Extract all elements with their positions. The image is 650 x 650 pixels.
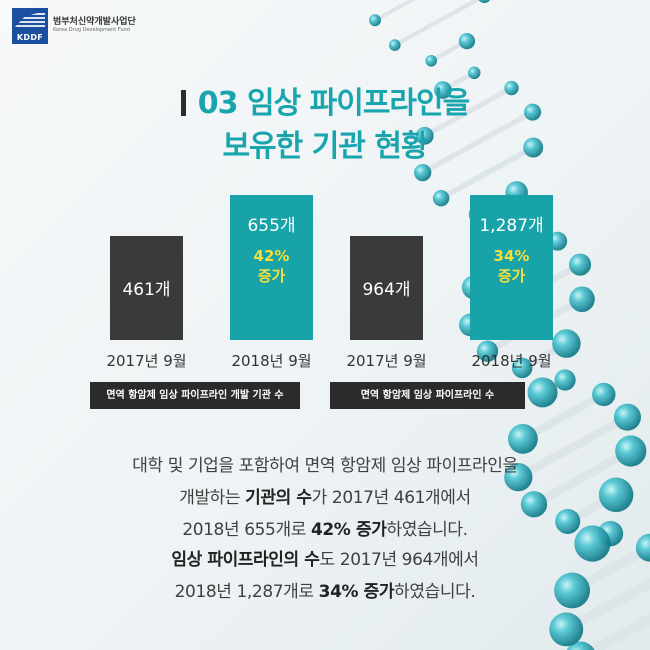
- dna-bead: [520, 491, 548, 518]
- dna-rung: [529, 446, 636, 509]
- dna-bead: [415, 126, 434, 145]
- dna-rung: [422, 85, 515, 139]
- bar-value-label: 964개: [362, 280, 411, 301]
- increase-percent-label: 34%: [493, 247, 530, 265]
- dna-bead: [414, 163, 432, 182]
- title-marker: [180, 90, 186, 116]
- summary-line: 임상 파이프라인의 수도 2017년 964개에서: [171, 550, 479, 570]
- dna-rung: [438, 144, 537, 202]
- dna-bead: [369, 14, 381, 27]
- logo-abbr: KDDF: [16, 33, 44, 42]
- dna-bead: [507, 423, 538, 454]
- logo-name: 범부처신약개발사업단: [53, 17, 136, 28]
- dna-bead: [552, 329, 581, 358]
- bar-2017-1: 461개: [110, 235, 183, 340]
- summary-emphasis: 42% 증가: [310, 520, 387, 540]
- summary-emphasis: 기관의 수: [245, 488, 312, 508]
- x-tick-label: 2018년 9월: [231, 352, 312, 370]
- dna-bead: [425, 54, 438, 67]
- dna-bead: [598, 477, 634, 513]
- dna-rung: [514, 412, 632, 482]
- dna-bead: [549, 612, 584, 647]
- kddf-logo: KDDF 범부처신약개발사업단 Korea Drug Development F…: [12, 8, 136, 44]
- summary-line: 2018년 655개로 42% 증가하였습니다.: [182, 520, 468, 540]
- dna-bead: [555, 508, 581, 534]
- logo-subtitle: Korea Drug Development Fund: [53, 27, 130, 34]
- title-text-line1: 03 임상 파이프라인을: [197, 86, 470, 121]
- kddf-logo-mark: KDDF: [12, 8, 48, 44]
- dna-bead: [554, 572, 591, 609]
- dna-bead: [574, 525, 611, 562]
- dna-bead: [524, 103, 542, 121]
- x-tick-label: 2017년 9월: [106, 352, 187, 370]
- dna-bead: [613, 403, 641, 431]
- dna-bead: [615, 435, 647, 467]
- increase-word-label: 증가: [257, 267, 286, 286]
- increase-word-label: 증가: [497, 267, 526, 286]
- dna-bead: [478, 0, 491, 3]
- summary-emphasis: 임상 파이프라인의 수: [171, 550, 320, 570]
- bar-value-label: 461개: [122, 280, 171, 301]
- bar-value-label: 1,287개: [479, 216, 544, 236]
- summary-paragraph-pipelines: 임상 파이프라인의 수도 2017년 964개에서 2018년 1,287개로 …: [0, 544, 650, 608]
- dna-bead: [569, 253, 592, 276]
- summary-line: 2018년 1,287개로 34% 증가하였습니다.: [174, 582, 476, 602]
- dna-bead: [504, 463, 533, 492]
- dna-rung: [583, 613, 650, 650]
- dna-bead: [468, 66, 481, 80]
- summary-paragraph-institutions: 대학 및 기업을 포함하여 면역 항암제 임상 파이프라인을 개발하는 기관의 …: [0, 450, 650, 546]
- bar-2018-2: 1,287개 34% 증가: [470, 195, 553, 340]
- dna-bead: [523, 137, 544, 158]
- x-tick-label: 2017년 9월: [346, 352, 427, 370]
- dna-rung: [518, 390, 608, 443]
- page-title-line1: 03 임상 파이프라인을: [0, 78, 650, 122]
- summary-line: 개발하는 기관의 수가 2017년 461개에서: [179, 488, 471, 508]
- dna-bead: [504, 80, 519, 96]
- dna-bead: [554, 369, 576, 391]
- bar-2017-2: 964개: [350, 235, 423, 340]
- chart-caption: 면역 항암제 임상 파이프라인 수: [330, 382, 525, 409]
- chart-caption: 면역 항암제 임상 파이프라인 개발 기관 수: [90, 382, 300, 409]
- x-tick-label: 2018년 9월: [471, 352, 552, 370]
- increase-percent-label: 42%: [253, 247, 290, 265]
- dna-bead: [592, 382, 616, 407]
- dna-bead: [434, 81, 452, 99]
- dna-bead: [569, 286, 595, 313]
- dna-rung: [561, 577, 650, 635]
- dna-bead: [511, 357, 533, 379]
- dna-rung: [373, 0, 416, 23]
- page-title-line2: 보유한 기관 현황: [222, 129, 428, 164]
- summary-emphasis: 34% 증가: [318, 582, 395, 602]
- dna-bead: [635, 533, 650, 562]
- dna-bead: [388, 39, 401, 51]
- dna-bead: [432, 189, 450, 207]
- dna-rung: [392, 0, 482, 48]
- bar-2018-1: 655개 42% 증가: [230, 195, 313, 340]
- dna-bead: [527, 377, 558, 408]
- dna-bead: [458, 32, 476, 50]
- dna-bead: [476, 340, 499, 362]
- summary-line: 대학 및 기업을 포함하여 면역 항암제 임상 파이프라인을: [132, 456, 518, 476]
- dna-rung: [419, 109, 536, 176]
- bar-value-label: 655개: [247, 216, 296, 236]
